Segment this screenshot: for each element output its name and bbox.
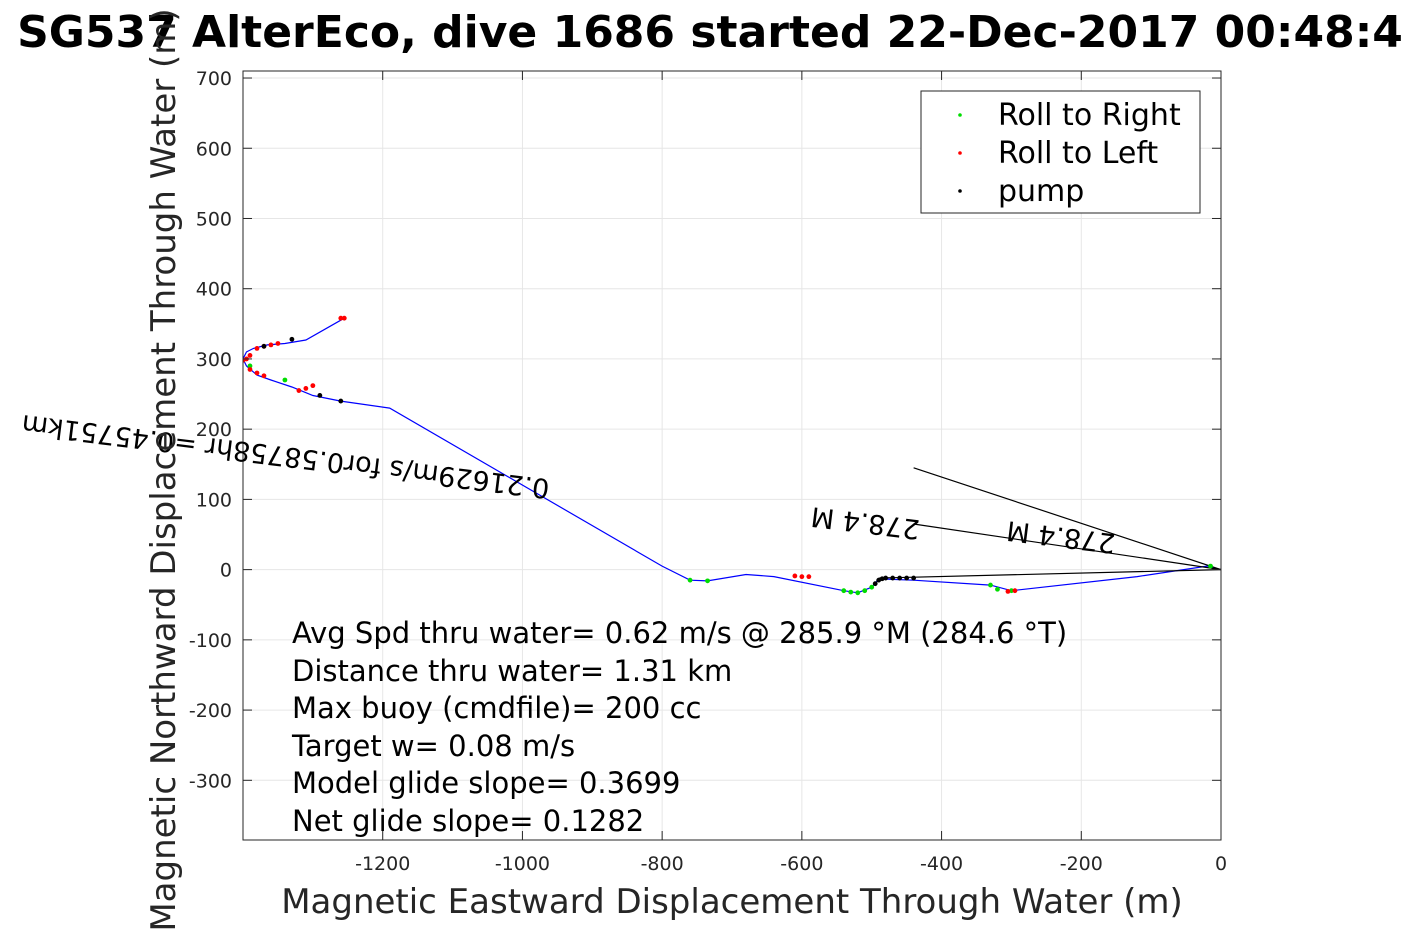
vector-line (913, 467, 1221, 571)
axes-box (242, 70, 1222, 841)
x-axis-label: Magnetic Eastward Displacement Through W… (281, 882, 1183, 922)
y-tick-label: -300 (189, 770, 232, 792)
x-tick-label: 0 (1215, 853, 1227, 875)
roll-left-point (254, 346, 260, 351)
roll-right-point (988, 582, 993, 588)
annotation-block: Avg Spd thru water= 0.62 m/s @ 285.9 °M … (291, 616, 1067, 838)
y-tick-label: 500 (196, 208, 232, 230)
y-tick-label: -100 (189, 630, 232, 652)
roll-right-point (848, 589, 854, 595)
x-tick-label: -1200 (355, 853, 410, 875)
roll-right-point (855, 590, 861, 596)
roll-right-point (687, 577, 693, 583)
pump-point (261, 343, 267, 349)
roll-right-point (282, 377, 288, 383)
markers (243, 315, 1213, 596)
x-tick-label: -1000 (495, 853, 550, 875)
x-tick-label: -600 (780, 853, 823, 875)
pump-point (338, 398, 344, 404)
legend-label-roll-left: Roll to Left (998, 136, 1158, 171)
vector-line (913, 523, 1221, 571)
pump-point (904, 575, 910, 581)
pump-point (872, 581, 878, 587)
pump-point (890, 575, 896, 581)
y-tick-label: 400 (196, 279, 232, 301)
legend-label-roll-right: Roll to Right (998, 98, 1181, 133)
pump-point (289, 336, 295, 342)
roll-left-point (296, 388, 302, 393)
roll-left-point (1012, 588, 1018, 594)
roll-left-point (303, 386, 309, 391)
annotation-avg-speed: Avg Spd thru water= 0.62 m/s @ 285.9 °M … (292, 616, 1067, 650)
roll-left-point (261, 373, 267, 379)
x-tick-label: -200 (1060, 853, 1103, 875)
x-tick-label: -800 (641, 853, 684, 875)
roll-right-point (862, 588, 868, 594)
roll-left-point (341, 315, 347, 321)
y-tick-label: 600 (196, 138, 232, 160)
vector-lines (878, 467, 1221, 579)
roll-left-point (275, 341, 281, 346)
y-tick-label: 200 (196, 419, 232, 441)
ticks: -1200 -1000 -800 -600 -400 -200 07006005004003… (189, 68, 1227, 875)
roll-left-point (254, 370, 260, 376)
roll-left-point (799, 574, 805, 580)
y-tick-label: -200 (189, 700, 232, 722)
track-line (243, 317, 1221, 594)
roll-right-point (247, 363, 253, 369)
pump-point (897, 575, 903, 581)
roll-left-point (247, 353, 253, 358)
roll-right-point (1208, 563, 1213, 569)
roll-right-point (869, 584, 875, 590)
y-axis-label: Magnetic Northward Displacement Through … (144, 8, 184, 931)
roll-left-point (338, 315, 344, 321)
roll-left-point (792, 573, 798, 579)
roll-left-point (247, 367, 253, 372)
annotation-target-w: Target w= 0.08 m/s (291, 729, 575, 763)
y-tick-label: 300 (196, 349, 232, 371)
legend-marker-roll-left (958, 151, 962, 155)
pump-point (876, 577, 882, 583)
roll-left-point (1005, 588, 1011, 594)
legend-marker-pump (958, 189, 962, 193)
legend-label-pump: pump (998, 174, 1084, 209)
roll-right-point (705, 578, 710, 584)
y-tick-label: 100 (196, 489, 232, 511)
y-tick-label: 700 (196, 68, 232, 90)
vector-line (878, 569, 1221, 579)
pump-point (317, 393, 323, 398)
legend-marker-roll-right (958, 113, 962, 117)
roll-right-point (841, 588, 847, 594)
annotation-max-buoy: Max buoy (cmdfile)= 200 cc (292, 691, 701, 725)
annotation-model-glide-slope: Model glide slope= 0.3699 (292, 766, 680, 800)
annotation-distance: Distance thru water= 1.31 km (292, 654, 732, 688)
legend: Roll to Right Roll to Left pump (920, 90, 1201, 214)
roll-left-point (310, 383, 316, 389)
roll-left-point (806, 574, 812, 580)
annotation-net-glide-slope: Net glide slope= 0.1282 (292, 804, 644, 838)
x-tick-label: -400 (920, 853, 963, 875)
roll-right-point (995, 586, 1000, 592)
legend-box (920, 90, 1201, 214)
y-tick-label: 0 (220, 560, 232, 582)
pump-point (911, 575, 917, 581)
chart-title: SG537 AlterEco, dive 1686 started 22-Dec… (17, 7, 1403, 58)
roll-left-point (268, 342, 274, 348)
